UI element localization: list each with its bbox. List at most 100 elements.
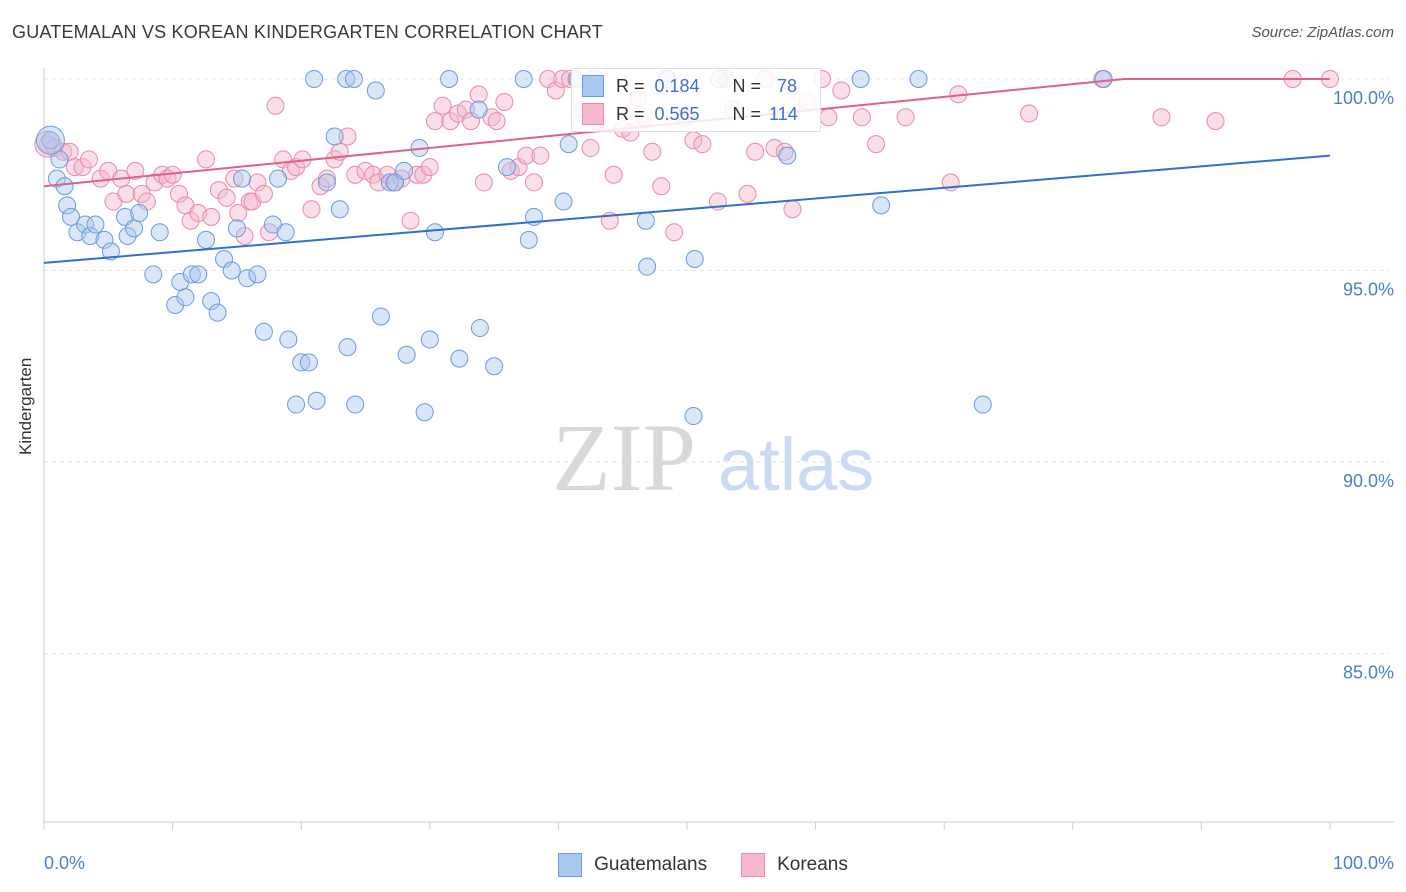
guatemalan-point xyxy=(397,345,416,364)
guatemalan-point xyxy=(208,303,227,322)
korean-point xyxy=(474,173,493,192)
guatemalan-point xyxy=(469,100,488,119)
guatemalan-point xyxy=(197,230,216,249)
korean-point xyxy=(346,165,365,184)
source-label: Source: ZipAtlas.com xyxy=(1251,24,1394,41)
korean-point xyxy=(553,70,572,88)
watermark-zip: ZIP xyxy=(552,404,696,511)
guatemalan-point xyxy=(144,265,163,284)
legend-label-koreans: Koreans xyxy=(777,854,848,875)
guatemalan-point xyxy=(307,391,326,410)
x-tick-label: 0.0% xyxy=(44,853,85,873)
legend-item-guatemalans: Guatemalans xyxy=(558,853,707,877)
guatemalan-point xyxy=(514,70,533,88)
guatemalan-point xyxy=(778,146,797,165)
guatemalans-trend-line xyxy=(43,154,1331,264)
n-label: N = xyxy=(732,75,762,96)
guatemalan-point xyxy=(202,292,221,311)
korean-point xyxy=(401,211,420,230)
korean-point xyxy=(1206,112,1225,131)
korean-point xyxy=(235,227,254,246)
guatemalan-point xyxy=(95,230,114,249)
korean-point xyxy=(1020,104,1039,123)
guatemalan-point xyxy=(58,196,77,215)
guatemalan-point xyxy=(254,322,273,341)
guatemalan-point xyxy=(415,403,434,422)
guatemalan-point xyxy=(371,307,390,326)
guatemalan-point xyxy=(636,211,655,230)
guatemalan-point xyxy=(269,169,288,188)
tick-labels: 100.0% 95.0% 90.0% 85.0% 0.0% 100.0% xyxy=(44,88,1394,873)
guatemalan-point xyxy=(299,353,318,372)
x-tick-label: 100.0% xyxy=(1333,853,1394,873)
guatemalan-point xyxy=(554,192,573,211)
y-tick-label: 90.0% xyxy=(1343,471,1394,491)
guatemalan-point xyxy=(344,70,363,88)
guatemalan-point xyxy=(909,70,928,88)
guatemalan-point xyxy=(425,223,444,242)
korean-point xyxy=(604,165,623,184)
guatemalan-point xyxy=(497,158,516,177)
guatemalan-point xyxy=(380,173,399,192)
korean-point xyxy=(170,184,189,203)
korean-point xyxy=(495,92,514,111)
axes xyxy=(43,68,1394,830)
koreans-swatch xyxy=(582,103,604,125)
r-label: R = xyxy=(616,103,645,124)
korean-point xyxy=(469,85,488,104)
guatemalan-point xyxy=(166,295,185,314)
koreans-swatch xyxy=(741,853,766,877)
guatemalan-point xyxy=(276,223,295,242)
guatemalan-point xyxy=(62,207,81,226)
korean-point xyxy=(202,207,221,226)
korean-point xyxy=(517,146,536,165)
guatemalan-point xyxy=(450,349,469,368)
guatemalan-point xyxy=(86,215,105,234)
series-legend: Guatemalans Koreans xyxy=(0,852,1406,878)
guatemalan-point xyxy=(440,70,459,88)
legend-label-guatemalans: Guatemalans xyxy=(594,854,708,875)
guatemalan-point xyxy=(338,338,357,357)
guatemalan-point xyxy=(330,200,349,219)
korean-point xyxy=(254,184,273,203)
guatemalan-point xyxy=(41,131,60,150)
korean-point xyxy=(1152,108,1171,127)
korean-point xyxy=(229,204,248,223)
guatemalan-point xyxy=(189,265,208,284)
korean-point xyxy=(248,173,267,192)
legend-item-koreans: Koreans xyxy=(741,853,848,877)
y-tick-label: 95.0% xyxy=(1343,280,1394,300)
n-value: 114 xyxy=(769,103,798,124)
n-value: 78 xyxy=(777,75,798,96)
guatemalan-point xyxy=(248,265,267,284)
korean-point xyxy=(783,200,802,219)
korean-point xyxy=(181,211,200,230)
watermark-atlas: atlas xyxy=(718,423,874,506)
guatemalan-point xyxy=(150,223,169,242)
guatemalan-point xyxy=(47,169,66,188)
guatemalan-point xyxy=(125,219,144,238)
guatemalan-point xyxy=(1094,70,1113,88)
guatemalan-point xyxy=(182,265,201,284)
korean-point xyxy=(665,223,684,242)
guatemalans-swatch xyxy=(582,75,604,97)
guatemalan-point xyxy=(287,395,306,414)
r-label: R = xyxy=(616,75,645,96)
korean-point xyxy=(581,138,600,157)
korean-point xyxy=(65,158,84,177)
korean-point xyxy=(819,108,838,127)
korean-point xyxy=(531,146,550,165)
korean-point xyxy=(487,112,506,131)
guatemalan-point xyxy=(130,204,149,223)
guatemalan-point xyxy=(685,250,704,269)
korean-point xyxy=(420,158,439,177)
guatemalan-point xyxy=(238,269,257,288)
korean-point xyxy=(225,169,244,188)
legend-row-guatemalans: R = 0.184 N = 78 xyxy=(582,73,797,99)
korean-point xyxy=(117,184,136,203)
guatemalan-point xyxy=(176,288,195,307)
korean-point xyxy=(652,177,671,196)
guatemalans-swatch xyxy=(558,853,583,877)
korean-point xyxy=(302,200,321,219)
